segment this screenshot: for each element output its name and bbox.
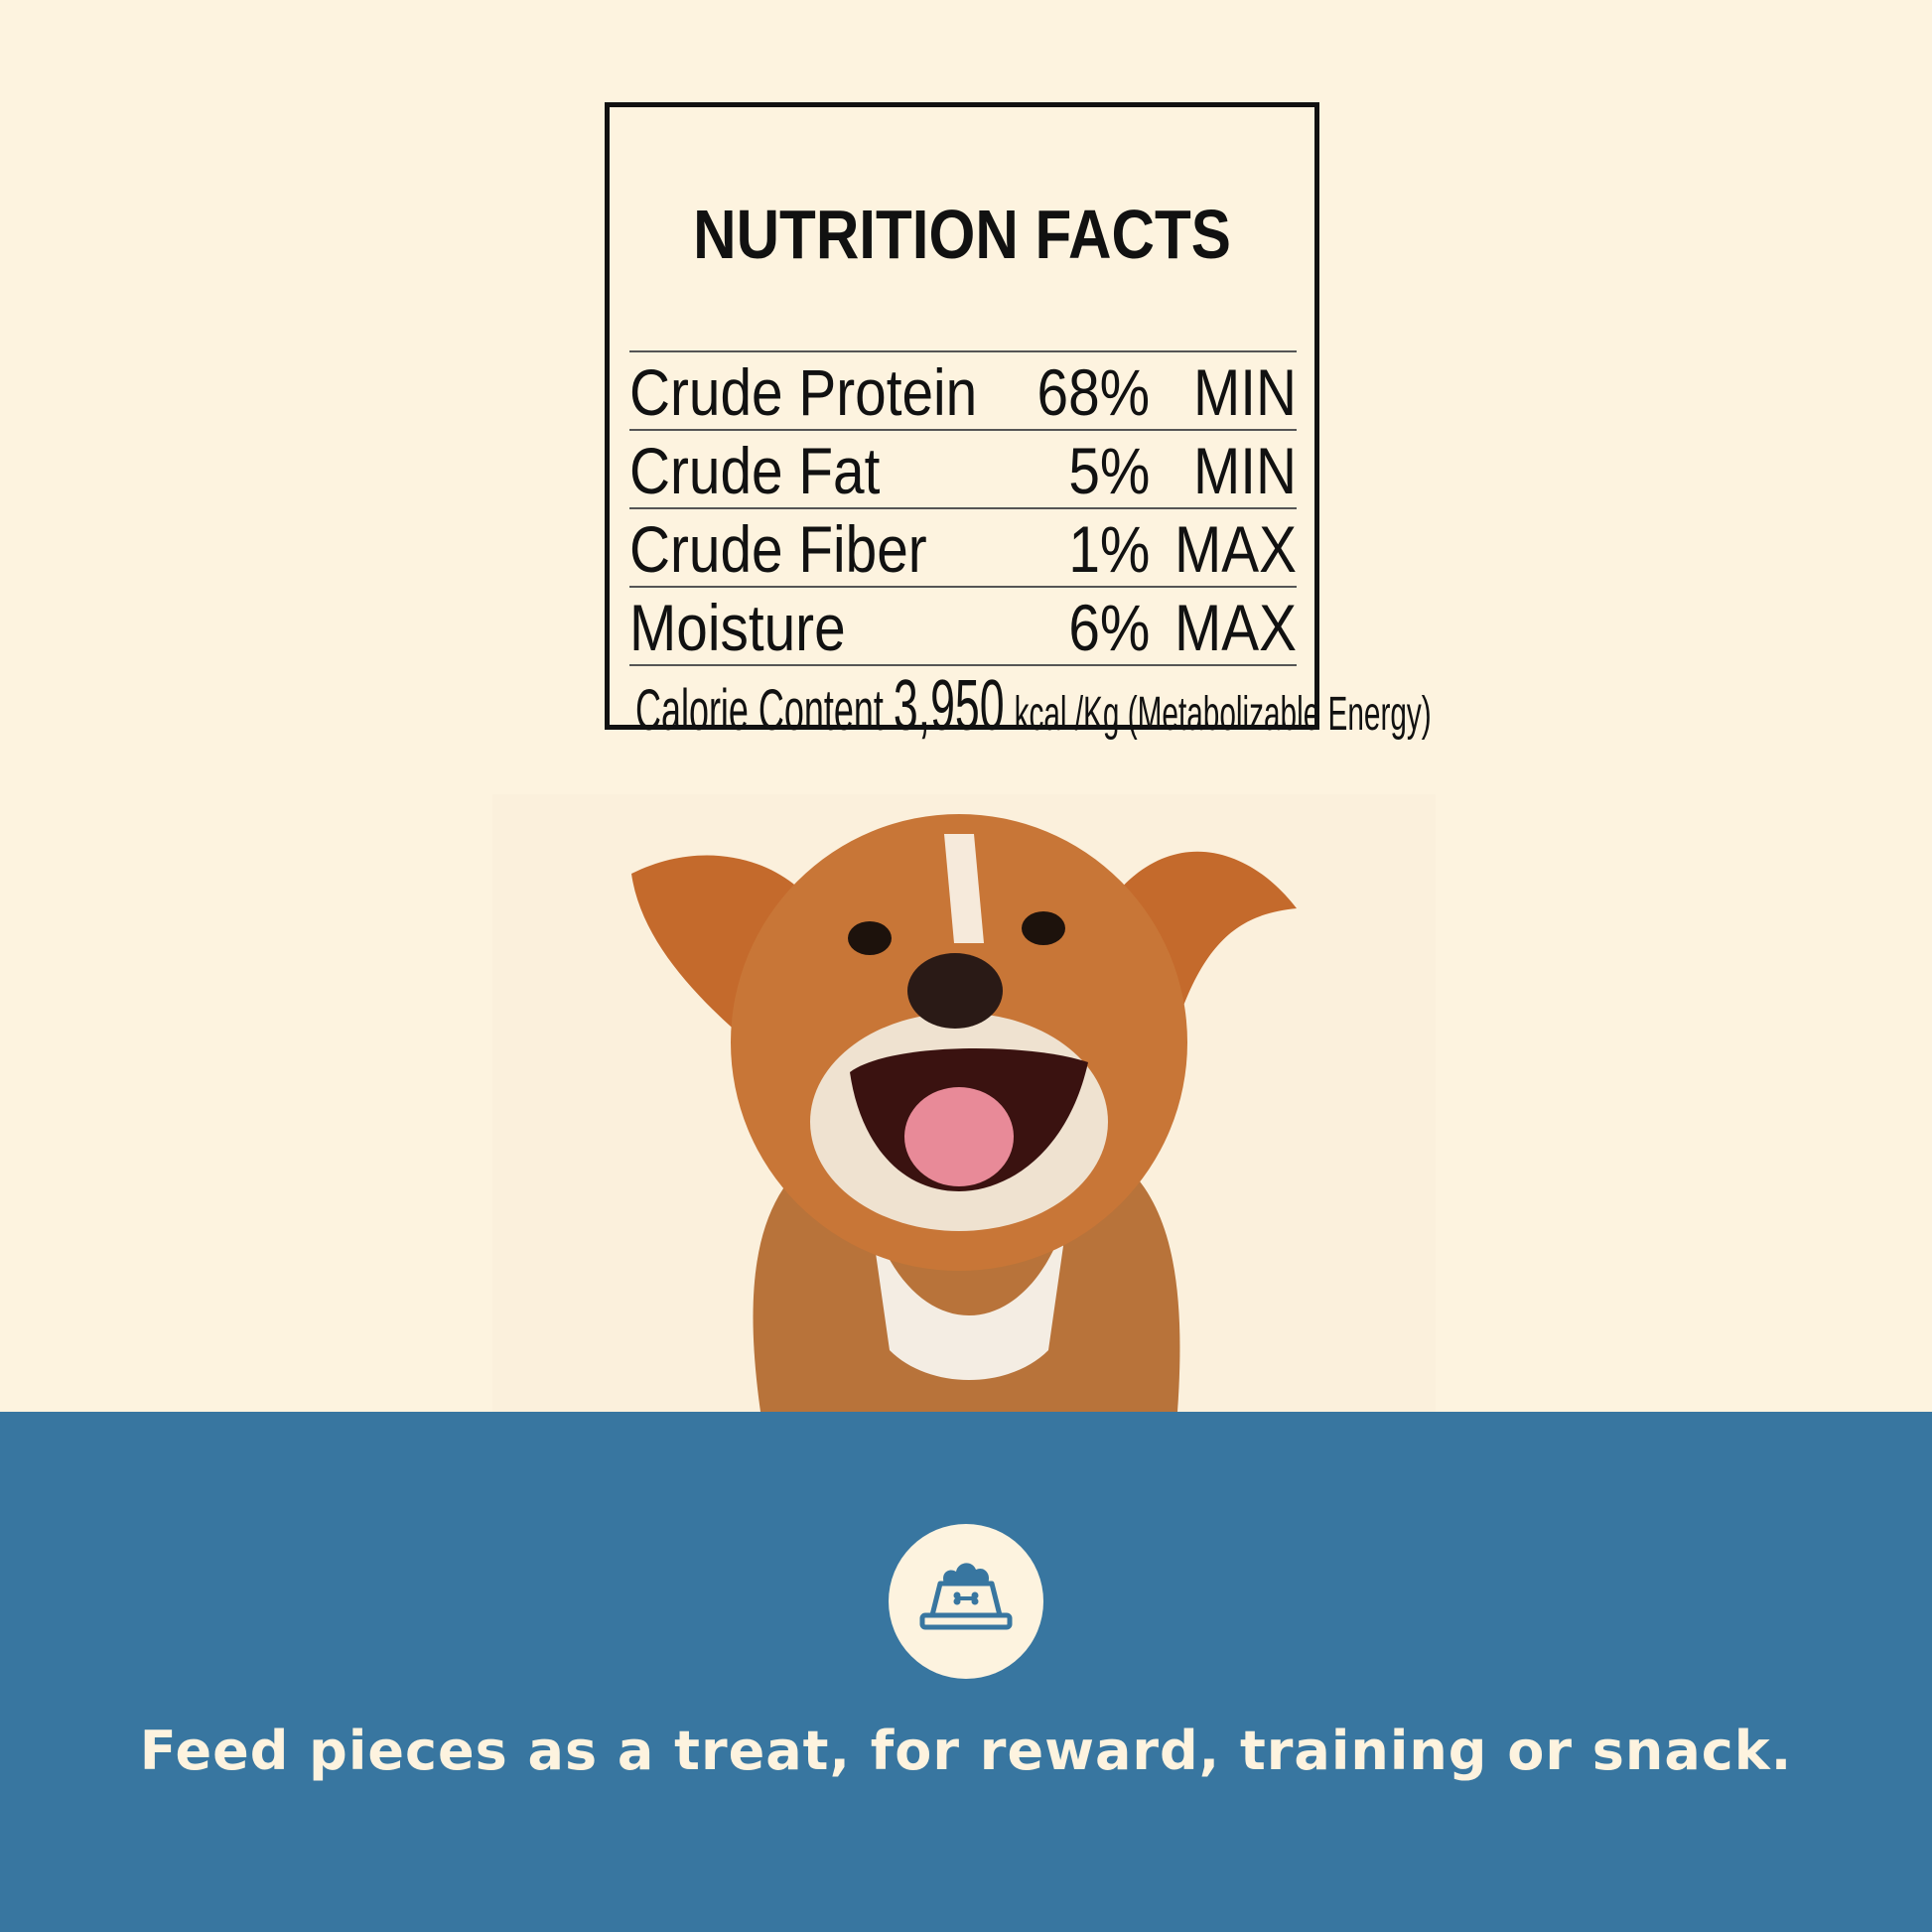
nutrient-value: 5% — [1067, 434, 1150, 507]
nutrient-label: Moisture — [629, 591, 846, 664]
nutrient-value: 68% — [1036, 355, 1150, 429]
nutrient-row: Crude Fiber 1% MAX — [629, 507, 1297, 586]
nutrient-value: 6% — [1067, 591, 1150, 664]
nutrient-row: Crude Fat 5% MIN — [629, 429, 1297, 507]
nutrient-label: Crude Fiber — [629, 512, 927, 586]
dog-food-bowl-icon — [889, 1524, 1043, 1679]
calorie-label: Calorie Content — [635, 678, 884, 743]
nutrient-row: Moisture 6% MAX — [629, 586, 1297, 664]
nutrient-row: Crude Protein 68% MIN — [629, 350, 1297, 429]
nutrient-label: Crude Fat — [629, 434, 881, 507]
nutrient-unit: MAX — [1173, 512, 1297, 586]
nutrient-value: 1% — [1067, 512, 1150, 586]
nutrition-facts-panel: NUTRITION FACTS Crude Protein 68% MIN Cr… — [605, 102, 1432, 743]
nutrient-unit: MIN — [1192, 434, 1297, 507]
puppy-photo — [492, 794, 1436, 1412]
nutrient-unit: MAX — [1173, 591, 1297, 664]
nutrient-unit: MIN — [1192, 355, 1297, 429]
feeding-tagline: Feed pieces as a treat, for reward, trai… — [139, 1720, 1793, 1782]
footer-band: Feed pieces as a treat, for reward, trai… — [0, 1412, 1932, 1932]
calorie-row: Calorie Content 3,950 kcal /Kg (Metaboli… — [629, 664, 1432, 746]
nutrition-title: NUTRITION FACTS — [693, 196, 1231, 273]
calorie-unit: kcal /Kg (Metabolizable Energy) — [1014, 688, 1432, 741]
nutrient-label: Crude Protein — [629, 355, 978, 429]
calorie-value: 3,950 — [893, 666, 1005, 746]
